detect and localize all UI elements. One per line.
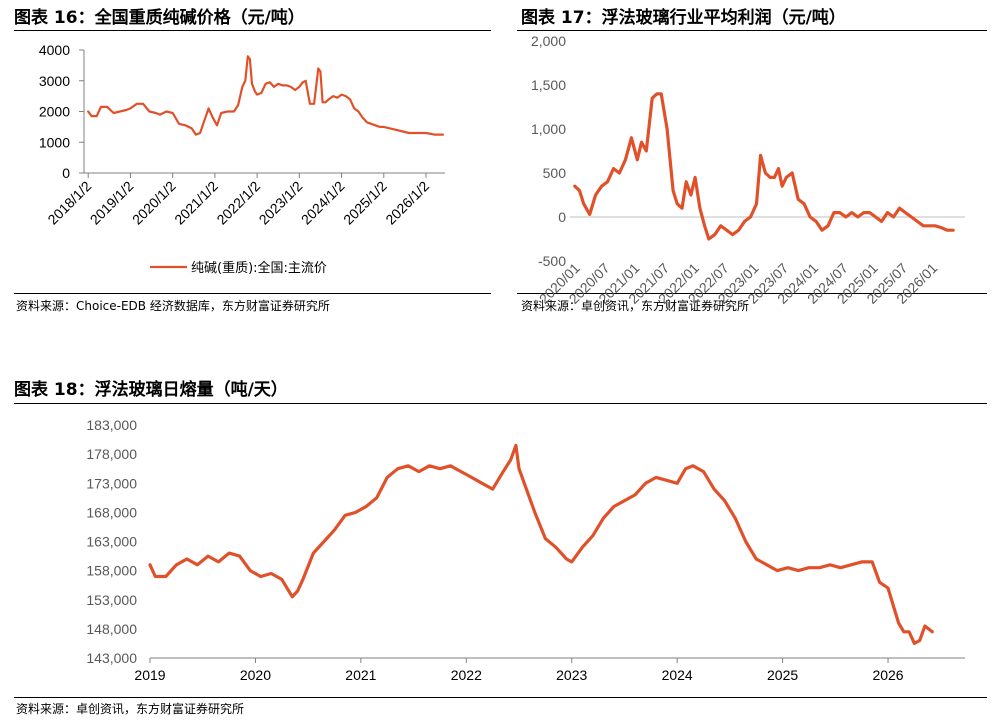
chart18-bottom-rule	[14, 697, 987, 698]
chart18-y-tick-label: 153,000	[86, 592, 137, 608]
chart18-x-tick-label: 2020	[240, 667, 271, 683]
chart16-x-tick-label: 2020/1/2	[129, 178, 179, 228]
chart18-y-tick-label: 158,000	[86, 563, 137, 579]
chart18-x-tick-label: 2024	[662, 667, 693, 683]
chart18-x-tick-label: 2023	[556, 667, 587, 683]
chart18-y-tick-label: 163,000	[86, 534, 137, 550]
chart17-y-tick-label: 1,500	[531, 77, 566, 93]
chart16-y-tick-label: 0	[62, 165, 70, 181]
chart16-series-line	[87, 55, 444, 136]
chart17-y-tick-label: 0	[558, 209, 566, 225]
chart17-bottom-rule	[517, 293, 987, 294]
chart18-x-tick-label: 2021	[345, 667, 376, 683]
chart18-y-tick-label: 178,000	[86, 446, 137, 462]
chart16-source: 资料来源：Choice-EDB 经济数据库，东方财富证券研究所	[16, 299, 330, 313]
chart16-y-tick-label: 4000	[39, 42, 70, 58]
chart17-y-tick-label: 500	[543, 165, 567, 181]
chart16-bottom-rule	[14, 293, 491, 294]
chart18-y-tick-label: 173,000	[86, 475, 137, 491]
chart16-x-tick-label: 2019/1/2	[87, 178, 137, 228]
chart16-x-tick-label: 2021/1/2	[171, 178, 221, 228]
chart16-top-rule	[14, 30, 491, 31]
chart18-x-tick-label: 2022	[451, 667, 482, 683]
chart18-x-tick-label: 2019	[134, 667, 165, 683]
chart18-y-tick-label: 143,000	[86, 650, 137, 666]
chart16-x-tick-label: 2025/1/2	[340, 178, 390, 228]
chart16-y-tick-label: 3000	[39, 73, 70, 89]
chart17-y-tick-label: 1,000	[531, 121, 566, 137]
chart18-x-tick-label: 2025	[767, 667, 798, 683]
chart16-x-tick-label: 2022/1/2	[213, 178, 263, 228]
chart18-y-tick-label: 168,000	[86, 504, 137, 520]
chart17-top-rule	[517, 30, 987, 31]
chart17-title: 图表 17：浮法玻璃行业平均利润（元/吨）	[521, 8, 846, 28]
chart16-x-tick-label: 2018/1/2	[44, 178, 94, 228]
chart16-x-tick-label: 2023/1/2	[256, 178, 306, 228]
chart16-legend-label: 纯碱(重质):全国:主流价	[191, 260, 327, 276]
chart16-title: 图表 16：全国重质纯碱价格（元/吨）	[14, 8, 305, 28]
chart18-y-tick-label: 183,000	[86, 417, 137, 433]
chart18-top-rule	[14, 403, 987, 404]
chart16-x-tick-label: 2026/1/2	[382, 178, 432, 228]
chart16-y-tick-label: 1000	[39, 134, 70, 150]
chart17-y-tick-label: 2,000	[531, 33, 566, 49]
chart18-x-tick-label: 2026	[872, 667, 903, 683]
chart17-series-line	[573, 92, 955, 241]
chart16-x-tick-label: 2024/1/2	[298, 178, 348, 228]
chart17-source: 资料来源：卓创资讯，东方财富证券研究所	[521, 299, 750, 313]
chart18-series-line	[148, 443, 934, 646]
chart17-y-tick-label: -500	[538, 253, 566, 269]
chart18-title: 图表 18：浮法玻璃日熔量（吨/天）	[14, 380, 288, 400]
chart16-y-tick-label: 2000	[39, 104, 70, 120]
chart18-y-tick-label: 148,000	[86, 621, 137, 637]
chart18-source: 资料来源：卓创资讯，东方财富证券研究所	[16, 702, 245, 716]
